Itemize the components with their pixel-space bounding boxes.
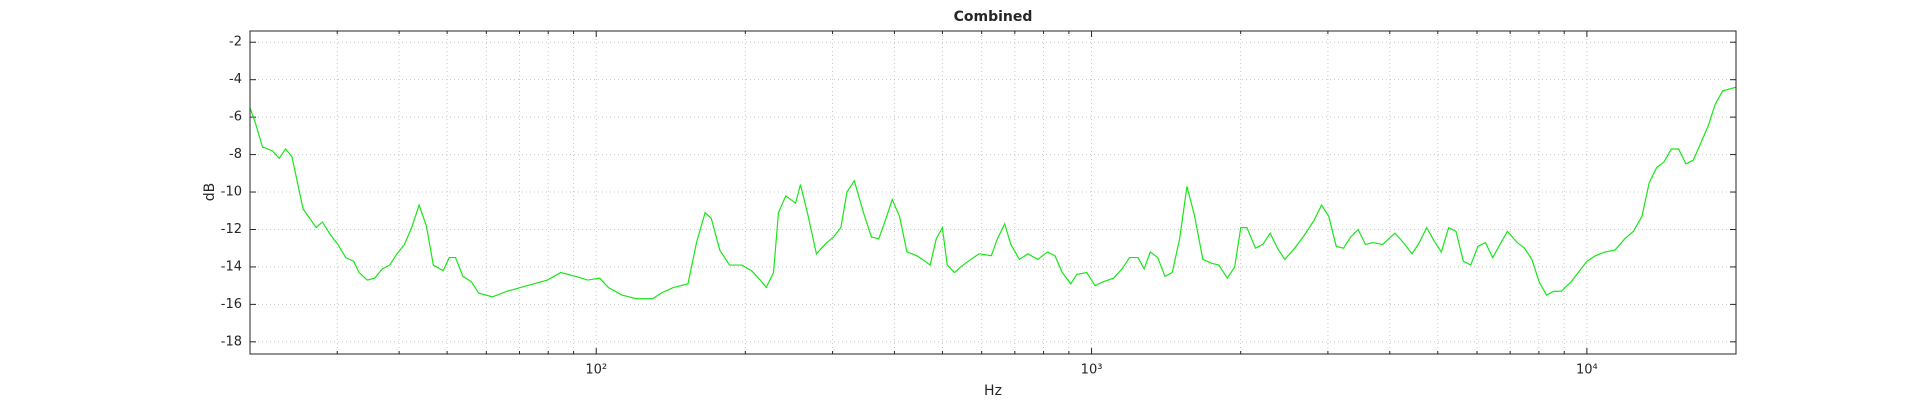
y-tick-label: -8 xyxy=(229,147,242,162)
y-tick-label: -12 xyxy=(221,222,242,237)
y-tick-label: -4 xyxy=(229,72,242,87)
data-line xyxy=(249,86,1737,300)
axes-box xyxy=(249,30,1737,355)
y-tick-label: -16 xyxy=(221,297,242,312)
x-tick-label: 10² xyxy=(585,363,607,378)
x-axis-label: Hz xyxy=(984,383,1002,399)
chart-title: Combined xyxy=(954,9,1033,25)
y-tick-label: -2 xyxy=(229,35,242,50)
y-tick-label: -6 xyxy=(229,110,242,125)
x-tick-label: 10³ xyxy=(1081,363,1103,378)
y-tick-label: -14 xyxy=(221,259,242,274)
y-tick-label: -10 xyxy=(221,185,242,200)
x-tick-label: 10⁴ xyxy=(1576,363,1598,378)
y-tick-label: -18 xyxy=(221,334,242,349)
y-axis-label: dB xyxy=(202,183,218,202)
